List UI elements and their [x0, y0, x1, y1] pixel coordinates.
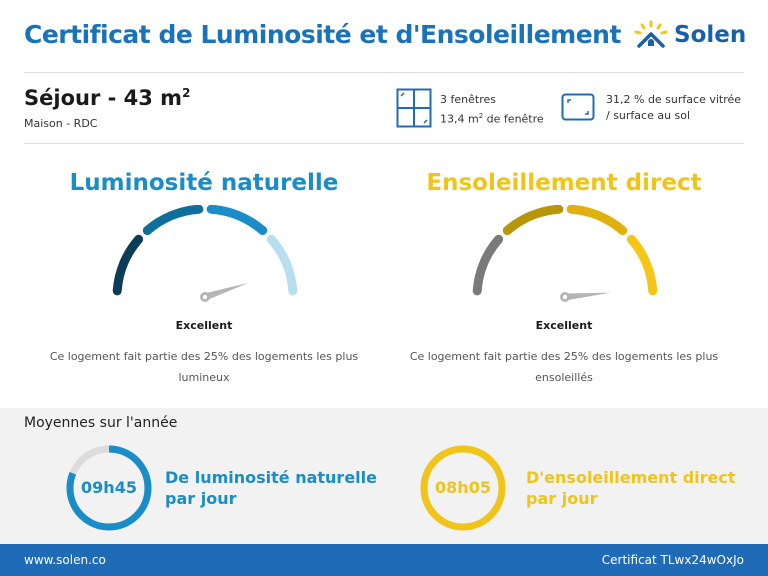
gauge-title-ensoleillement: Ensoleillement direct	[426, 170, 702, 196]
ensoleillement-ring	[420, 445, 506, 531]
divider	[24, 143, 744, 144]
luminosite-time: 09h45	[81, 478, 137, 497]
room-unit-sup: 2	[182, 86, 191, 100]
area-sup: 2	[478, 112, 484, 120]
ensoleillement-label: D'ensoleillement direct par jour	[526, 467, 736, 509]
label-line1: D'ensoleillement direct	[526, 468, 736, 487]
gauge-segment	[266, 234, 298, 296]
logo-text: Solen	[674, 22, 747, 48]
footer: www.solen.co Certificat TLwx24wOxJo	[0, 544, 768, 576]
averages-title: Moyennes sur l'année	[24, 415, 178, 431]
gauge-description-ensoleillement: Ce logement fait partie des 25% des loge…	[409, 350, 719, 384]
ensoleillement-time: 08h05	[435, 478, 491, 497]
gauge-segment	[142, 205, 204, 236]
gauge-segment	[626, 234, 658, 296]
ensoleillement-gauge	[472, 205, 658, 302]
sun-house-icon	[634, 20, 668, 48]
label-line1: De luminosité naturelle	[165, 468, 377, 487]
area-suffix: de fenêtre	[483, 112, 544, 126]
label-line2: par jour	[526, 489, 598, 508]
windows-count: 3 fenêtres	[440, 93, 496, 106]
gauge-needle	[560, 292, 611, 302]
ring-progress	[66, 445, 152, 531]
website-link[interactable]: www.solen.co	[24, 553, 106, 567]
area-prefix: 13,4 m	[440, 112, 479, 126]
windows-info: 3 fenêtres 13,4 m2 de fenêtre	[440, 92, 544, 128]
luminosite-gauge	[112, 205, 298, 302]
gauge-segment	[206, 205, 268, 236]
gauge-description-luminosite: Ce logement fait partie des 25% des loge…	[49, 350, 359, 384]
ring-progress	[420, 445, 506, 531]
room-title: Séjour - 43 m2	[24, 86, 190, 110]
windows-area: 13,4 m2 de fenêtre	[440, 108, 544, 128]
label-line2: par jour	[165, 489, 237, 508]
gauge-segment	[502, 205, 564, 236]
divider	[24, 72, 744, 73]
glazing-line1: 31,2 % de surface vitrée	[606, 93, 742, 106]
page-title: Certificat de Luminosité et d'Ensoleille…	[24, 20, 621, 49]
gauge-rating-luminosite: Excellent	[175, 319, 233, 332]
gauge-rating-ensoleillement: Excellent	[535, 319, 593, 332]
gauge-title-luminosite: Luminosité naturelle	[69, 170, 339, 196]
window-icon	[396, 88, 432, 128]
surface-icon	[561, 93, 595, 121]
glazing-info: 31,2 % de surface vitrée / surface au so…	[606, 92, 741, 124]
certificate-id: Certificat TLwx24wOxJo	[601, 553, 744, 567]
room-subtitle: Maison - RDC	[24, 117, 98, 130]
room-name: Séjour - 43 m	[24, 86, 183, 110]
luminosite-ring	[66, 445, 152, 531]
glazing-line2: / surface au sol	[606, 109, 691, 122]
gauge-segment	[566, 205, 628, 236]
gauge-segment	[472, 234, 504, 296]
luminosite-label: De luminosité naturelle par jour	[165, 467, 377, 509]
solen-logo: Solen	[634, 20, 746, 50]
gauge-needle	[200, 282, 249, 302]
gauge-segment	[112, 234, 144, 296]
